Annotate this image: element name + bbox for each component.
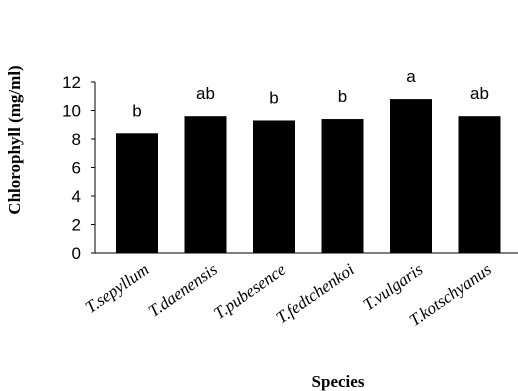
bar-significance-label: ab <box>196 84 215 103</box>
y-tick-label: 12 <box>62 73 81 92</box>
y-tick-label: 2 <box>72 216 81 235</box>
y-axis-title: Chlorophyll (mg/ml) <box>5 65 24 214</box>
bar-significance-label: b <box>132 101 141 120</box>
x-axis-title: Species <box>312 372 365 391</box>
bar <box>116 133 158 253</box>
bar-significance-label: a <box>406 67 416 86</box>
x-category-label: T.sepyllum <box>82 260 153 317</box>
bar-significance-label: ab <box>470 84 489 103</box>
y-tick-label: 8 <box>72 130 81 149</box>
bar-significance-label: b <box>269 88 278 107</box>
bar <box>253 120 295 253</box>
axes <box>94 82 518 254</box>
x-axis-category-labels: T.sepyllumT.daenensisT.pubesenceT.fedtch… <box>82 259 495 330</box>
y-tick-label: 10 <box>62 102 81 121</box>
y-tick-label: 6 <box>72 159 81 178</box>
x-category-label: T.daenensis <box>145 259 221 320</box>
y-tick-label: 4 <box>72 187 81 206</box>
bars <box>116 99 501 253</box>
bar-significance-label: b <box>338 87 347 106</box>
y-tick-label: 0 <box>72 244 81 263</box>
bar-significance-labels: b ab b b a ab <box>132 67 489 120</box>
bar <box>390 99 432 253</box>
bar <box>184 116 227 253</box>
y-axis-ticks: 0 2 4 6 8 10 12 <box>62 73 95 263</box>
bar <box>321 119 364 253</box>
bar <box>458 116 501 253</box>
